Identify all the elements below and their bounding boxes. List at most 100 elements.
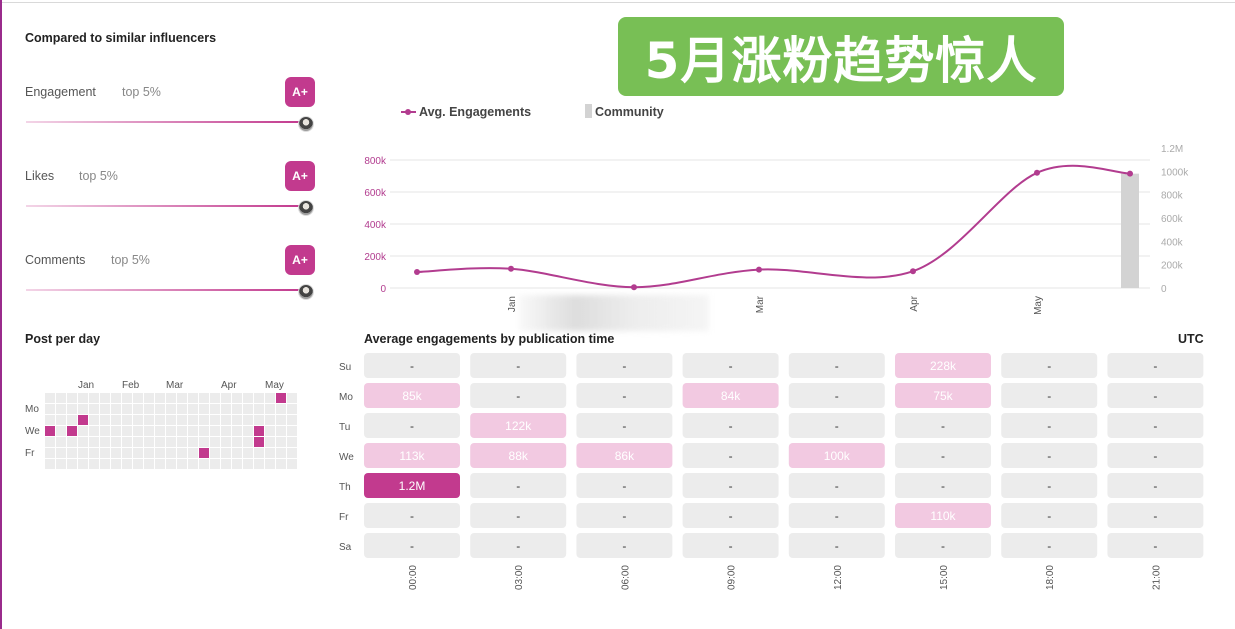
post-cell	[232, 393, 242, 403]
post-cell	[199, 404, 209, 414]
post-cell	[166, 415, 176, 425]
post-cell	[144, 426, 154, 436]
post-cell	[100, 437, 110, 447]
post-cell	[210, 404, 220, 414]
post-cell	[177, 437, 187, 447]
post-cell	[287, 448, 297, 458]
post-cell	[232, 437, 242, 447]
heatmap-cell	[1107, 443, 1204, 468]
heatmap-cell-value: -	[516, 389, 520, 403]
post-cell	[254, 415, 264, 425]
post-cell	[177, 459, 187, 469]
heatmap-cell	[682, 383, 779, 408]
heatmap-cell	[364, 383, 460, 408]
post-cell	[276, 448, 286, 458]
y-right-tick-label: 0	[1161, 284, 1167, 295]
heatmap-cell	[576, 383, 673, 408]
post-cell	[45, 393, 55, 403]
post-cell	[144, 448, 154, 458]
heatmap-cell-value: -	[1047, 389, 1051, 403]
post-cell-active	[45, 426, 55, 436]
post-cell	[232, 459, 242, 469]
posts-per-day-title: Post per day	[25, 332, 101, 346]
post-cell-active	[78, 415, 88, 425]
heatmap-cell-value: -	[622, 509, 626, 523]
post-cell	[144, 393, 154, 403]
avatar	[298, 116, 314, 132]
heatmap-hour-label: 03:00	[514, 565, 525, 590]
avg-engagement-point	[508, 265, 514, 272]
post-cell	[100, 426, 110, 436]
post-cell	[177, 404, 187, 414]
post-cell	[78, 448, 88, 458]
post-cell	[243, 415, 253, 425]
metric-label-engagement: Engagement	[25, 85, 96, 99]
heatmap-cell	[364, 443, 460, 468]
heatmap-cell-value: -	[835, 479, 839, 493]
post-cell-active	[199, 448, 209, 458]
post-cell	[210, 448, 220, 458]
post-day-label: We	[25, 426, 40, 437]
heatmap-cell	[470, 473, 567, 498]
post-cell	[111, 426, 121, 436]
post-cell	[199, 426, 209, 436]
x-tick-label: Apr	[909, 295, 920, 311]
post-cell	[155, 437, 165, 447]
heatmap-cell-value: -	[1047, 509, 1051, 523]
heatmap-cell-value: -	[835, 419, 839, 433]
metric-rank-comments: top 5%	[111, 253, 150, 267]
avg-engagement-point	[756, 266, 762, 273]
post-cell	[199, 459, 209, 469]
legend-line-swatch	[401, 109, 416, 115]
post-cell	[56, 426, 66, 436]
heatmap-cell-value: 88k	[509, 449, 529, 463]
heatmap-cell	[895, 443, 991, 468]
heatmap-cell	[1001, 383, 1098, 408]
post-cell	[166, 448, 176, 458]
heatmap-cell	[895, 413, 991, 438]
heatmap-cell	[682, 443, 779, 468]
post-day-label: Fr	[25, 448, 35, 459]
heatmap-cell-value: -	[1047, 419, 1051, 433]
post-cell	[265, 404, 275, 414]
metric-rank-likes: top 5%	[79, 169, 118, 183]
heatmap-cell-value: -	[410, 509, 414, 523]
post-cell	[221, 448, 231, 458]
post-cell	[111, 404, 121, 414]
post-cell	[221, 426, 231, 436]
heatmap-cell	[576, 473, 673, 498]
y-right-tick-label: 600k	[1161, 214, 1184, 225]
post-day-label: Mo	[25, 404, 39, 415]
heatmap-day-label: We	[339, 452, 354, 463]
metric-label-likes: Likes	[25, 169, 55, 183]
post-cell	[210, 393, 220, 403]
post-cell	[210, 415, 220, 425]
post-cell	[254, 459, 264, 469]
post-cell	[100, 404, 110, 414]
post-cell	[232, 426, 242, 436]
post-cell	[45, 448, 55, 458]
post-cell	[254, 393, 264, 403]
heatmap-cell-value: -	[835, 389, 839, 403]
post-cell	[287, 393, 297, 403]
post-cell	[100, 448, 110, 458]
heatmap-cell-value: -	[410, 539, 414, 553]
heatmap-cell-value: -	[622, 419, 626, 433]
grade-badge-likes: A+	[285, 161, 315, 191]
post-cell	[122, 437, 132, 447]
heatmap-cell-value: -	[729, 509, 733, 523]
post-cell	[287, 459, 297, 469]
post-cell	[89, 415, 99, 425]
post-cell	[67, 415, 77, 425]
heatmap-cell-value: -	[729, 359, 733, 373]
post-cell	[78, 437, 88, 447]
post-cell	[100, 393, 110, 403]
heatmap-cell-value: -	[941, 419, 945, 433]
post-cell	[133, 393, 143, 403]
post-cell	[89, 448, 99, 458]
post-month-label: Apr	[221, 380, 237, 391]
x-tick-label: Mar	[755, 295, 766, 313]
heatmap-cell	[1001, 533, 1098, 558]
metric-bar-comments	[26, 289, 302, 291]
